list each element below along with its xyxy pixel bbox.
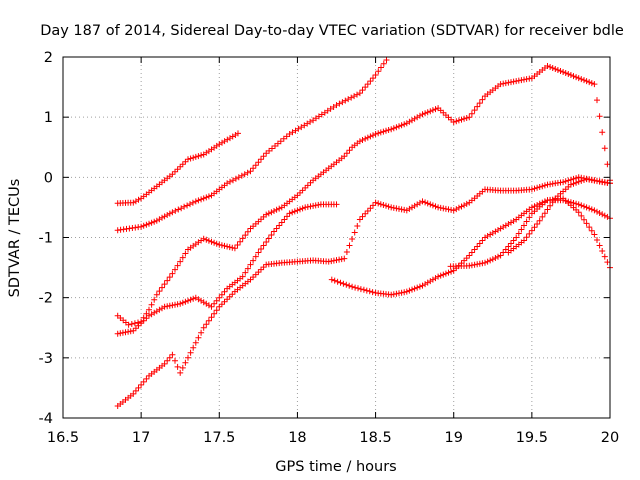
y-tick-label: -4 — [39, 411, 53, 427]
x-tick-label: 18 — [288, 430, 306, 446]
series-group — [114, 57, 613, 409]
y-tick-label: 0 — [44, 170, 53, 186]
y-tick-label: -1 — [39, 231, 53, 247]
y-tick-label: -2 — [39, 291, 53, 307]
x-tick-label: 19.5 — [516, 430, 548, 446]
y-tick-label: 2 — [44, 50, 53, 66]
y-tick-labels: -4 -3 -2 -1 0 1 2 — [39, 50, 53, 427]
x-tick-label: 20 — [601, 430, 619, 446]
x-tick-label: 18.5 — [359, 430, 391, 446]
x-tick-label: 17.5 — [203, 430, 235, 446]
data-series-markers — [114, 174, 613, 409]
x-axis-label: GPS time / hours — [275, 459, 396, 475]
x-tick-labels: 16.5 17 17.5 18 18.5 19 19.5 20 — [47, 430, 619, 446]
data-series-markers — [114, 57, 390, 234]
y-axis-label: SDTVAR / TECUs — [7, 179, 23, 298]
data-series-markers — [505, 176, 613, 256]
data-series-markers — [328, 195, 613, 298]
ticks-group — [62, 56, 611, 419]
data-series-markers — [447, 197, 613, 270]
data-series-markers — [114, 63, 613, 328]
x-tick-label: 17 — [132, 430, 150, 446]
y-tick-label: -3 — [39, 351, 53, 367]
data-series-markers — [114, 201, 340, 337]
y-tick-label: 1 — [44, 110, 53, 126]
grid — [63, 57, 610, 418]
chart-title: Day 187 of 2014, Sidereal Day-to-day VTE… — [40, 23, 624, 39]
x-tick-label: 16.5 — [47, 430, 79, 446]
data-series-markers — [114, 130, 241, 207]
x-tick-label: 19 — [444, 430, 462, 446]
